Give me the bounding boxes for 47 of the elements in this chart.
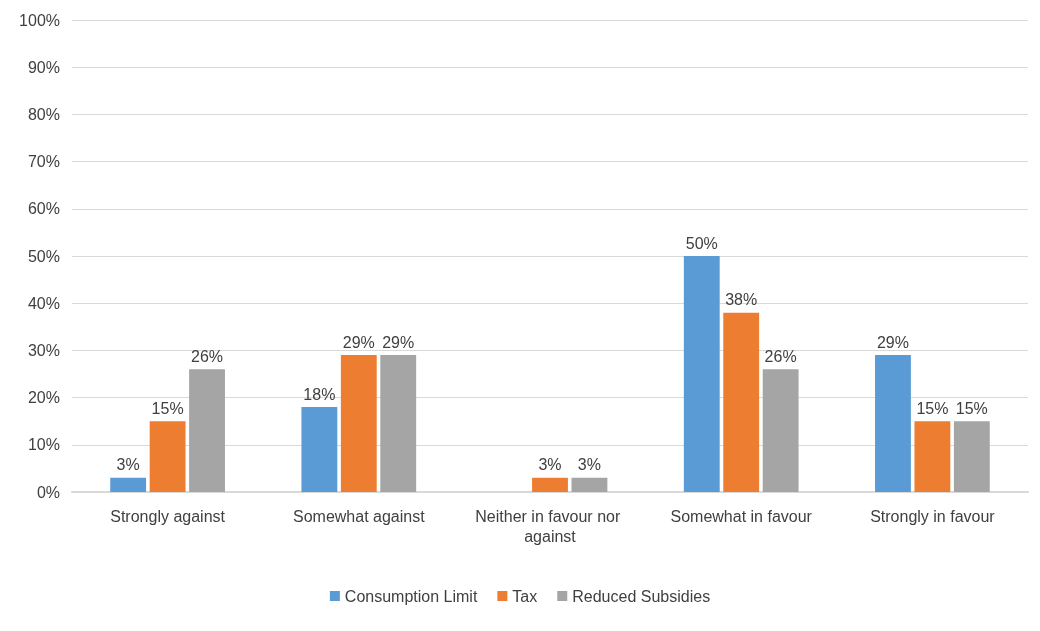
x-tick-label: Strongly in favour — [870, 507, 996, 525]
data-label: 29% — [382, 333, 415, 351]
y-tick-label: 80% — [27, 105, 60, 123]
bar — [762, 369, 799, 492]
x-tick-label: Neither in favour nor against — [475, 507, 625, 545]
y-tick-label: 50% — [27, 247, 60, 265]
bar — [914, 421, 951, 492]
data-label: 15% — [955, 399, 988, 417]
bar — [149, 421, 186, 492]
bar — [571, 477, 608, 492]
bar — [875, 355, 911, 492]
bar — [340, 355, 377, 492]
legend-label: Reduced Subsidies — [572, 587, 711, 605]
bar — [683, 256, 720, 492]
y-tick-label: 10% — [27, 436, 60, 454]
x-tick-label: Somewhat against — [292, 507, 426, 525]
bar — [380, 355, 417, 492]
data-label: 26% — [764, 347, 797, 365]
x-tick-label: Somewhat in favour — [670, 507, 813, 525]
y-tick-label: 30% — [27, 341, 60, 359]
data-label: 15% — [916, 399, 949, 417]
legend-label: Consumption Limit — [344, 587, 478, 605]
data-label: 15% — [151, 399, 184, 417]
y-tick-label: 100% — [19, 11, 60, 29]
data-label: 26% — [191, 347, 224, 365]
y-tick-label: 20% — [27, 389, 60, 407]
data-label: 3% — [116, 456, 140, 474]
y-tick-label: 70% — [27, 153, 60, 171]
y-tick-label: 60% — [27, 200, 60, 218]
bar — [301, 407, 338, 492]
y-tick-label: 40% — [27, 294, 60, 312]
data-label: 18% — [303, 385, 336, 403]
data-label: 3% — [577, 456, 601, 474]
data-label: 29% — [876, 333, 909, 351]
y-tick-label: 0% — [36, 483, 60, 501]
data-label: 38% — [725, 291, 758, 309]
y-tick-label: 90% — [27, 58, 60, 76]
bar — [532, 477, 568, 492]
x-tick-label: Strongly against — [110, 507, 226, 525]
bar — [723, 312, 760, 492]
data-label: 29% — [342, 333, 375, 351]
data-label: 50% — [685, 234, 718, 252]
bar — [953, 421, 990, 492]
bar — [189, 369, 225, 492]
bar — [110, 477, 147, 492]
data-label: 3% — [538, 456, 562, 474]
legend-label: Tax — [512, 587, 538, 605]
